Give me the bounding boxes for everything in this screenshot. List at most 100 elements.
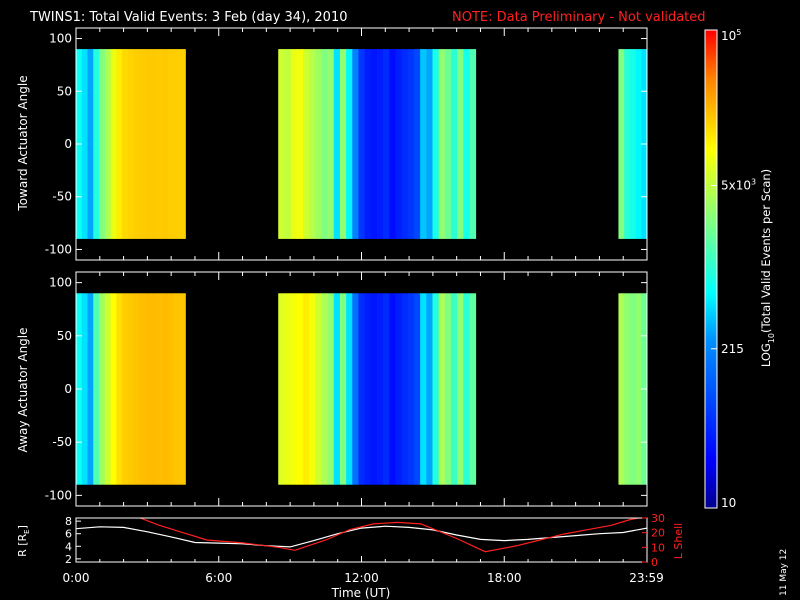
heatmap-column xyxy=(133,293,140,485)
heatmap-column xyxy=(629,49,636,239)
heatmap-column xyxy=(389,293,396,485)
right-tick-label: 20 xyxy=(651,527,665,540)
heatmap-column xyxy=(432,293,440,485)
heatmap-column xyxy=(401,49,409,239)
heatmap-column xyxy=(87,293,94,485)
heatmap-column xyxy=(156,49,163,239)
colorbar-tick-base: 10 xyxy=(721,29,736,43)
left-axis-label-main: R [R xyxy=(16,533,29,556)
heatmap-column xyxy=(420,293,427,485)
x-axis-label: Time (UT) xyxy=(331,586,391,600)
r-distance-line xyxy=(76,525,647,548)
heatmap-column xyxy=(376,293,384,485)
heatmap-column xyxy=(327,49,335,239)
heatmap-column xyxy=(99,293,106,485)
heatmap-column xyxy=(309,49,316,239)
colorbar-label-log: LOG xyxy=(759,343,773,367)
colorbar-tick-base: 5x10 xyxy=(721,178,751,192)
colorbar-tick-label: 10 xyxy=(721,496,736,510)
y-tick-label: 0 xyxy=(64,137,72,151)
heatmap-column xyxy=(420,49,427,239)
y-tick-label: 50 xyxy=(57,329,72,343)
heatmap-column xyxy=(401,293,409,485)
left-tick-label: 6 xyxy=(65,528,72,541)
right-axis-label: L Shell xyxy=(672,523,685,559)
heatmap-column xyxy=(296,293,304,485)
colorbar-tick-base: 215 xyxy=(721,342,744,356)
heatmap-column xyxy=(624,49,631,239)
heatmap-column xyxy=(122,49,129,239)
x-tick-label: 0:00 xyxy=(63,571,90,585)
heatmap-column xyxy=(81,49,88,239)
heatmap-column xyxy=(444,293,452,485)
heatmap-column xyxy=(139,49,146,239)
colorbar-gradient xyxy=(704,29,718,509)
heatmap-column xyxy=(99,49,106,239)
heatmap-column xyxy=(302,49,310,239)
heatmap-column xyxy=(624,293,631,485)
left-tick-label: 8 xyxy=(65,515,72,528)
heatmap-column xyxy=(173,293,181,485)
toward-ylabel: Toward Actuator Angle xyxy=(16,75,30,211)
x-tick-label: 12:00 xyxy=(344,571,379,585)
x-tick-label: 18:00 xyxy=(487,571,522,585)
x-tick-label: 23:59 xyxy=(629,571,664,585)
toward-panel: 100 50 0 -50 -100 xyxy=(45,27,648,261)
colorbar-tick-base: 10 xyxy=(721,496,736,510)
heatmap-column xyxy=(116,49,123,239)
heatmap-column xyxy=(618,49,625,239)
heatmap-column xyxy=(618,293,625,485)
heatmap-column xyxy=(413,293,421,485)
heatmap-column xyxy=(104,293,111,485)
heatmap-column xyxy=(426,49,433,239)
right-tick-label: 10 xyxy=(651,541,665,554)
colorbar-label-rest: (Total Valid Events per Scan) xyxy=(759,169,773,333)
heatmap-column xyxy=(469,49,477,239)
heatmap-column xyxy=(407,293,415,485)
x-tick-label: 6:00 xyxy=(205,571,232,585)
heatmap-column xyxy=(451,293,458,485)
heatmap-column xyxy=(383,293,390,485)
heatmap-column xyxy=(302,293,310,485)
heatmap-column xyxy=(364,49,372,239)
heatmap-column xyxy=(315,293,322,485)
heatmap-column xyxy=(162,49,169,239)
heatmap-column xyxy=(93,293,100,485)
heatmap-column xyxy=(426,293,433,485)
away-ylabel: Away Actuator Angle xyxy=(16,327,30,452)
heatmap-column xyxy=(432,49,440,239)
colorbar-tick-label: 105 xyxy=(721,28,741,43)
colorbar-tick-exp: 3 xyxy=(751,177,756,186)
heatmap-column xyxy=(81,293,88,485)
heatmap-column xyxy=(339,293,347,485)
colorbar-label: LOG10(Total Valid Events per Scan) xyxy=(759,169,776,367)
y-tick-label: 100 xyxy=(49,32,72,46)
heatmap-column xyxy=(296,49,304,239)
heatmap-column xyxy=(389,49,396,239)
heatmap-column xyxy=(327,293,335,485)
heatmap-column xyxy=(321,49,328,239)
heatmap-column xyxy=(395,49,403,239)
heatmap-column xyxy=(145,49,152,239)
y-tick-label: 0 xyxy=(64,382,72,396)
heatmap-column xyxy=(284,293,291,485)
colorbar-label-sub: 10 xyxy=(767,333,776,343)
heatmap-column xyxy=(162,293,169,485)
heatmap-column xyxy=(333,293,341,485)
heatmap-column xyxy=(376,49,384,239)
heatmap-column xyxy=(104,49,111,239)
heatmap-column xyxy=(457,293,464,485)
heatmap-column xyxy=(457,49,464,239)
heatmap-column xyxy=(290,293,298,485)
left-tick-label: 4 xyxy=(65,540,72,553)
heatmap-column xyxy=(395,293,403,485)
heatmap-column xyxy=(358,293,366,485)
heatmap-column xyxy=(173,49,181,239)
right-tick-label: 30 xyxy=(651,512,665,525)
heatmap-column xyxy=(284,49,291,239)
heatmap-column xyxy=(451,49,458,239)
heatmap-column xyxy=(179,49,186,239)
heatmap-column xyxy=(352,293,359,485)
